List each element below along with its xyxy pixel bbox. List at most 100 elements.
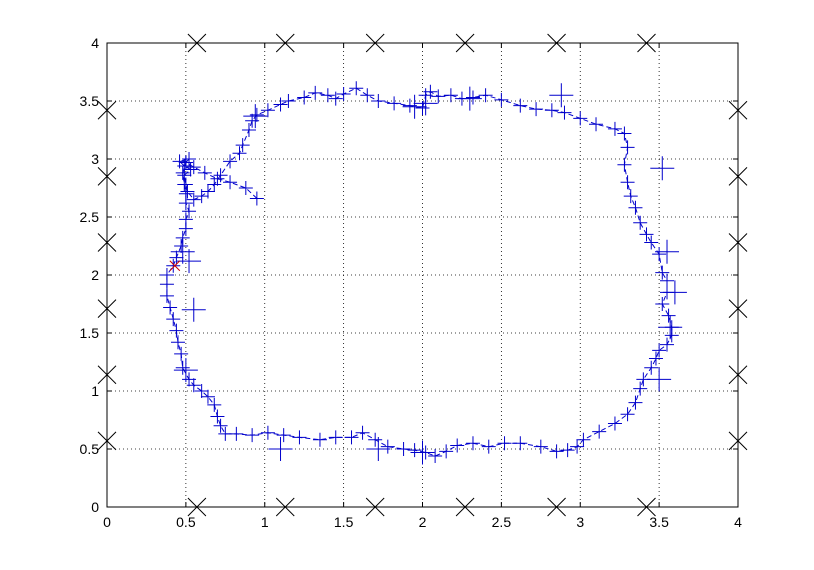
trajectory-point (260, 425, 275, 440)
y-tick-label: 2.5 (80, 209, 100, 225)
trajectory-point-large (655, 239, 680, 264)
x-tick-label: 0 (103, 514, 111, 530)
y-tick-label: 3.5 (80, 93, 100, 109)
trajectory-point-large (647, 367, 672, 392)
trajectory-point (174, 346, 189, 361)
trajectory-point (249, 107, 264, 122)
trajectory-point (182, 372, 197, 387)
trajectory-point (481, 439, 496, 454)
trajectory-point (549, 444, 564, 459)
trajectory-point (557, 105, 572, 120)
y-tick-label: 3 (91, 151, 99, 167)
trajectory-point (617, 157, 632, 172)
trajectory-point (620, 175, 635, 190)
y-tick-labels: 0 0.5 1 1.5 2 2.5 3 3.5 4 (80, 35, 100, 515)
trajectory-point (245, 428, 260, 443)
trajectory-point (494, 92, 509, 107)
trajectory-point (175, 165, 190, 180)
trajectory-point (328, 430, 343, 445)
trajectory-point (276, 428, 291, 443)
trajectory-point-large (457, 86, 482, 111)
trajectory-point (607, 416, 622, 431)
trajectory-point (207, 397, 222, 412)
trajectory-line (166, 87, 673, 457)
trajectory-point (576, 432, 591, 447)
trajectory-point (450, 438, 465, 453)
trajectory-point (655, 265, 670, 280)
trajectory-point (186, 160, 201, 175)
x-tick-label: 4 (734, 514, 742, 530)
trajectory-point (465, 90, 480, 105)
x-tick-label: 3.5 (649, 514, 669, 530)
trajectory-point (182, 204, 197, 219)
trajectory-point (238, 181, 253, 195)
trajectory-point (292, 430, 307, 445)
trajectory-point (223, 154, 238, 169)
trajectory-point (633, 215, 648, 230)
trajectory-point (439, 444, 454, 459)
trajectory-point (570, 439, 585, 454)
trajectory-point (607, 121, 622, 136)
trajectory-point (664, 328, 679, 343)
trajectory-point (497, 436, 512, 451)
trajectory-point (213, 168, 228, 183)
x-tick-label: 2 (419, 514, 427, 530)
trajectory-point (513, 436, 528, 451)
trajectory-point (336, 87, 351, 102)
y-tick-label: 0.5 (80, 441, 100, 457)
trajectory-point (465, 436, 480, 451)
trajectory-point (529, 102, 544, 117)
y-tick-label: 1 (91, 383, 99, 399)
trajectory-point (169, 250, 184, 265)
trajectory-point (443, 88, 458, 103)
trajectory-point (175, 360, 190, 375)
trajectory-point-large (366, 437, 391, 461)
trajectory-point (660, 337, 675, 352)
start-marker (169, 260, 181, 272)
trajectory-point (223, 175, 238, 190)
trajectory-point (560, 443, 575, 458)
trajectory-point (617, 126, 632, 141)
trajectory-point (249, 191, 264, 206)
trajectory-point (163, 300, 178, 315)
trajectory-point (166, 312, 181, 327)
trajectory-point (200, 184, 215, 199)
trajectory-point (170, 335, 185, 350)
trajectory-point (644, 360, 659, 375)
trajectory-point (174, 239, 189, 253)
trajectory-point (197, 165, 212, 180)
trajectory-point (652, 247, 667, 262)
trajectory-point-large (268, 437, 293, 461)
trajectory-point (178, 155, 193, 170)
trajectory-point-large (413, 91, 438, 116)
trajectory-point (648, 351, 663, 366)
trajectory-point (218, 426, 233, 441)
trajectory-point (273, 97, 288, 112)
y-tick-label: 4 (91, 35, 99, 51)
trajectory-point (431, 89, 446, 104)
trajectory-point (652, 343, 667, 358)
trajectory-point (194, 384, 209, 398)
trajectory-point (355, 425, 370, 440)
trajectory-point (396, 442, 411, 456)
trajectory-point (308, 85, 323, 100)
trajectory-point (349, 81, 364, 96)
trajectory-point (260, 103, 275, 118)
trajectory-point (344, 430, 359, 445)
trajectory-point (328, 91, 343, 106)
start-point (169, 260, 181, 272)
trajectory-point-large (650, 156, 675, 181)
trajectory-point (544, 103, 559, 118)
trajectory-point (639, 227, 654, 242)
x-tick-label: 1 (261, 514, 269, 530)
y-tick-label: 0 (91, 499, 99, 515)
ticks (106, 42, 739, 508)
trajectory-point-large (658, 315, 683, 340)
trajectory-point (428, 448, 443, 463)
trajectory-point (297, 90, 312, 105)
trajectory-point (573, 111, 588, 126)
trajectory-point (200, 389, 215, 404)
trajectory-point-large (410, 440, 435, 465)
